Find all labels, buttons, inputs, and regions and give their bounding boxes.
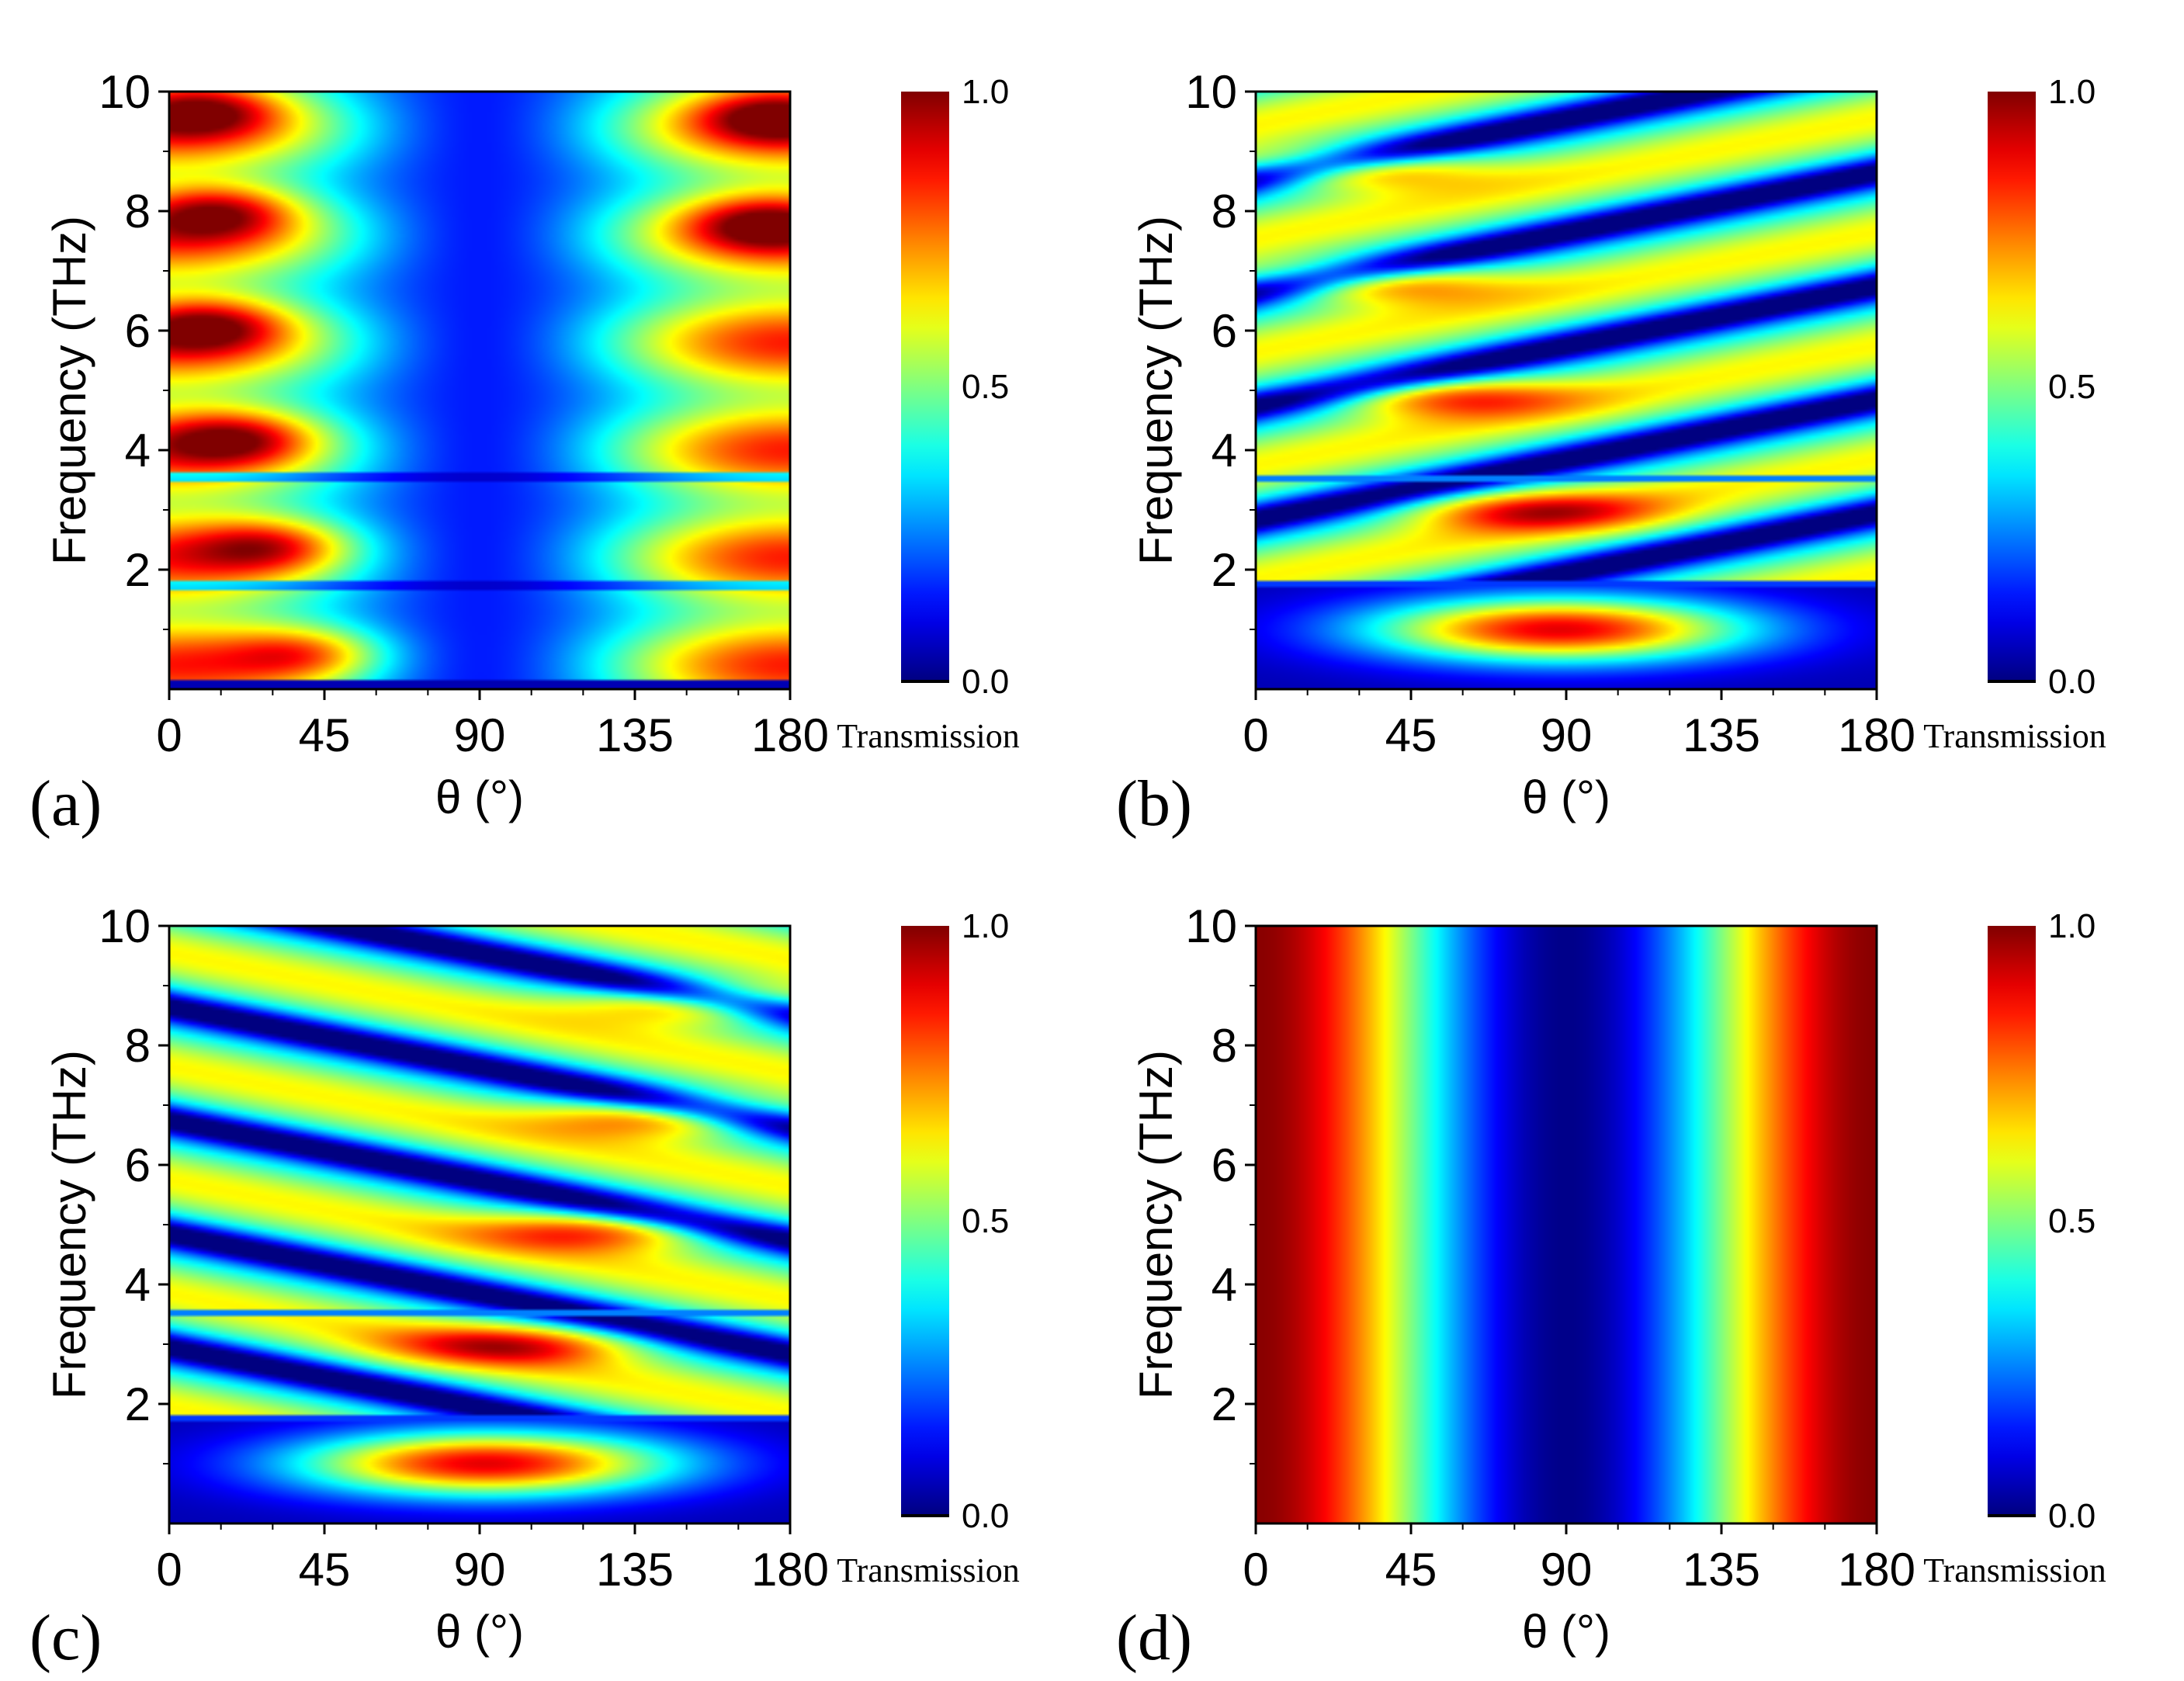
heatmap-image <box>169 92 790 689</box>
x-tick-label: 45 <box>299 1544 351 1596</box>
y-tick-label: 2 <box>125 1378 151 1430</box>
heatmap-image <box>1256 92 1877 689</box>
x-axis-title: θ (°) <box>1522 771 1610 823</box>
x-axis-title: θ (°) <box>435 1606 524 1658</box>
x-tick-label: 0 <box>1243 1544 1268 1596</box>
panel-label: (c) <box>29 1602 102 1674</box>
x-tick-label: 90 <box>1541 1544 1593 1596</box>
x-tick-label: 180 <box>1838 1544 1915 1596</box>
y-tick-label: 6 <box>1212 305 1237 357</box>
colorbar-tick-label: 0.5 <box>2048 1202 2096 1240</box>
x-tick-label: 45 <box>1385 1544 1437 1596</box>
y-tick-label: 4 <box>125 425 151 477</box>
x-tick-label: 0 <box>1243 709 1268 761</box>
y-tick-label: 10 <box>1185 66 1237 118</box>
colorbar-tick-label: 1.0 <box>2048 73 2096 111</box>
y-axis-title: Frequency (THz) <box>1130 1050 1182 1399</box>
y-tick-label: 2 <box>1212 544 1237 596</box>
x-tick-label: 90 <box>1541 709 1593 761</box>
colorbar-tick-label: 0.0 <box>962 1497 1009 1535</box>
colorbar-tick-label: 1.0 <box>962 907 1009 945</box>
y-tick-label: 6 <box>125 305 151 357</box>
y-tick-label: 4 <box>1212 1259 1237 1311</box>
panel-d: 0 45 90 135 180 2 4 6 8 10 θ (°) Frequency (THz) (d)… <box>1116 900 2106 1674</box>
colorbar <box>1988 926 2036 1516</box>
colorbar-title: Transmission <box>1923 717 2106 755</box>
x-tick-label: 135 <box>596 709 674 761</box>
y-tick-label: 10 <box>99 66 151 118</box>
x-tick-label: 180 <box>1838 709 1915 761</box>
colorbar-title: Transmission <box>1923 1551 2106 1589</box>
x-tick-label: 0 <box>156 709 182 761</box>
colorbar-tick-label: 0.5 <box>962 1202 1009 1240</box>
y-tick-label: 6 <box>125 1139 151 1191</box>
y-axis-title: Frequency (THz) <box>43 216 95 565</box>
colorbar-title: Transmission <box>837 1551 1020 1589</box>
y-tick-label: 8 <box>125 1020 151 1072</box>
colorbar-tick-label: 0.5 <box>962 368 1009 406</box>
y-axis-title: Frequency (THz) <box>1130 216 1182 565</box>
panel-label: (d) <box>1116 1602 1192 1674</box>
y-tick-label: 8 <box>1212 185 1237 237</box>
colorbar-tick-label: 0.5 <box>2048 368 2096 406</box>
x-tick-label: 135 <box>1683 1544 1760 1596</box>
x-tick-label: 45 <box>1385 709 1437 761</box>
y-tick-label: 6 <box>1212 1139 1237 1191</box>
panel-label: (a) <box>29 768 102 840</box>
x-tick-label: 90 <box>454 1544 506 1596</box>
x-tick-label: 135 <box>596 1544 674 1596</box>
colorbar-tick-label: 1.0 <box>962 73 1009 111</box>
x-tick-label: 0 <box>156 1544 182 1596</box>
colorbar-title: Transmission <box>837 717 1020 755</box>
colorbar-tick-label: 1.0 <box>2048 907 2096 945</box>
y-tick-label: 4 <box>125 1259 151 1311</box>
heatmap-image <box>1256 926 1877 1523</box>
y-tick-label: 8 <box>125 185 151 237</box>
y-tick-label: 10 <box>1185 900 1237 952</box>
y-tick-label: 8 <box>1212 1020 1237 1072</box>
x-tick-label: 180 <box>751 1544 829 1596</box>
y-tick-label: 2 <box>125 544 151 596</box>
panel-a: 0 45 90 135 180 2 4 6 8 10 θ (°) Frequency (THz) (a)… <box>29 66 1020 840</box>
x-tick-label: 135 <box>1683 709 1760 761</box>
x-tick-label: 90 <box>454 709 506 761</box>
panel-c: 0 45 90 135 180 2 4 6 8 10 θ (°) Frequency (THz) (c)… <box>29 900 1020 1674</box>
y-axis-title: Frequency (THz) <box>43 1050 95 1399</box>
panel-b: 0 45 90 135 180 2 4 6 8 10 θ (°) Frequency (THz) (b)… <box>1116 66 2106 840</box>
colorbar <box>1988 92 2036 681</box>
y-tick-label: 4 <box>1212 425 1237 477</box>
x-axis-title: θ (°) <box>1522 1606 1610 1658</box>
y-tick-label: 2 <box>1212 1378 1237 1430</box>
heatmap-image <box>169 926 790 1523</box>
x-tick-label: 45 <box>299 709 351 761</box>
colorbar-tick-label: 0.0 <box>2048 663 2096 701</box>
colorbar <box>901 926 949 1516</box>
x-axis-title: θ (°) <box>435 771 524 823</box>
colorbar-tick-label: 0.0 <box>962 663 1009 701</box>
colorbar-tick-label: 0.0 <box>2048 1497 2096 1535</box>
x-tick-label: 180 <box>751 709 829 761</box>
y-tick-label: 10 <box>99 900 151 952</box>
colorbar <box>901 92 949 681</box>
panel-label: (b) <box>1116 768 1192 840</box>
